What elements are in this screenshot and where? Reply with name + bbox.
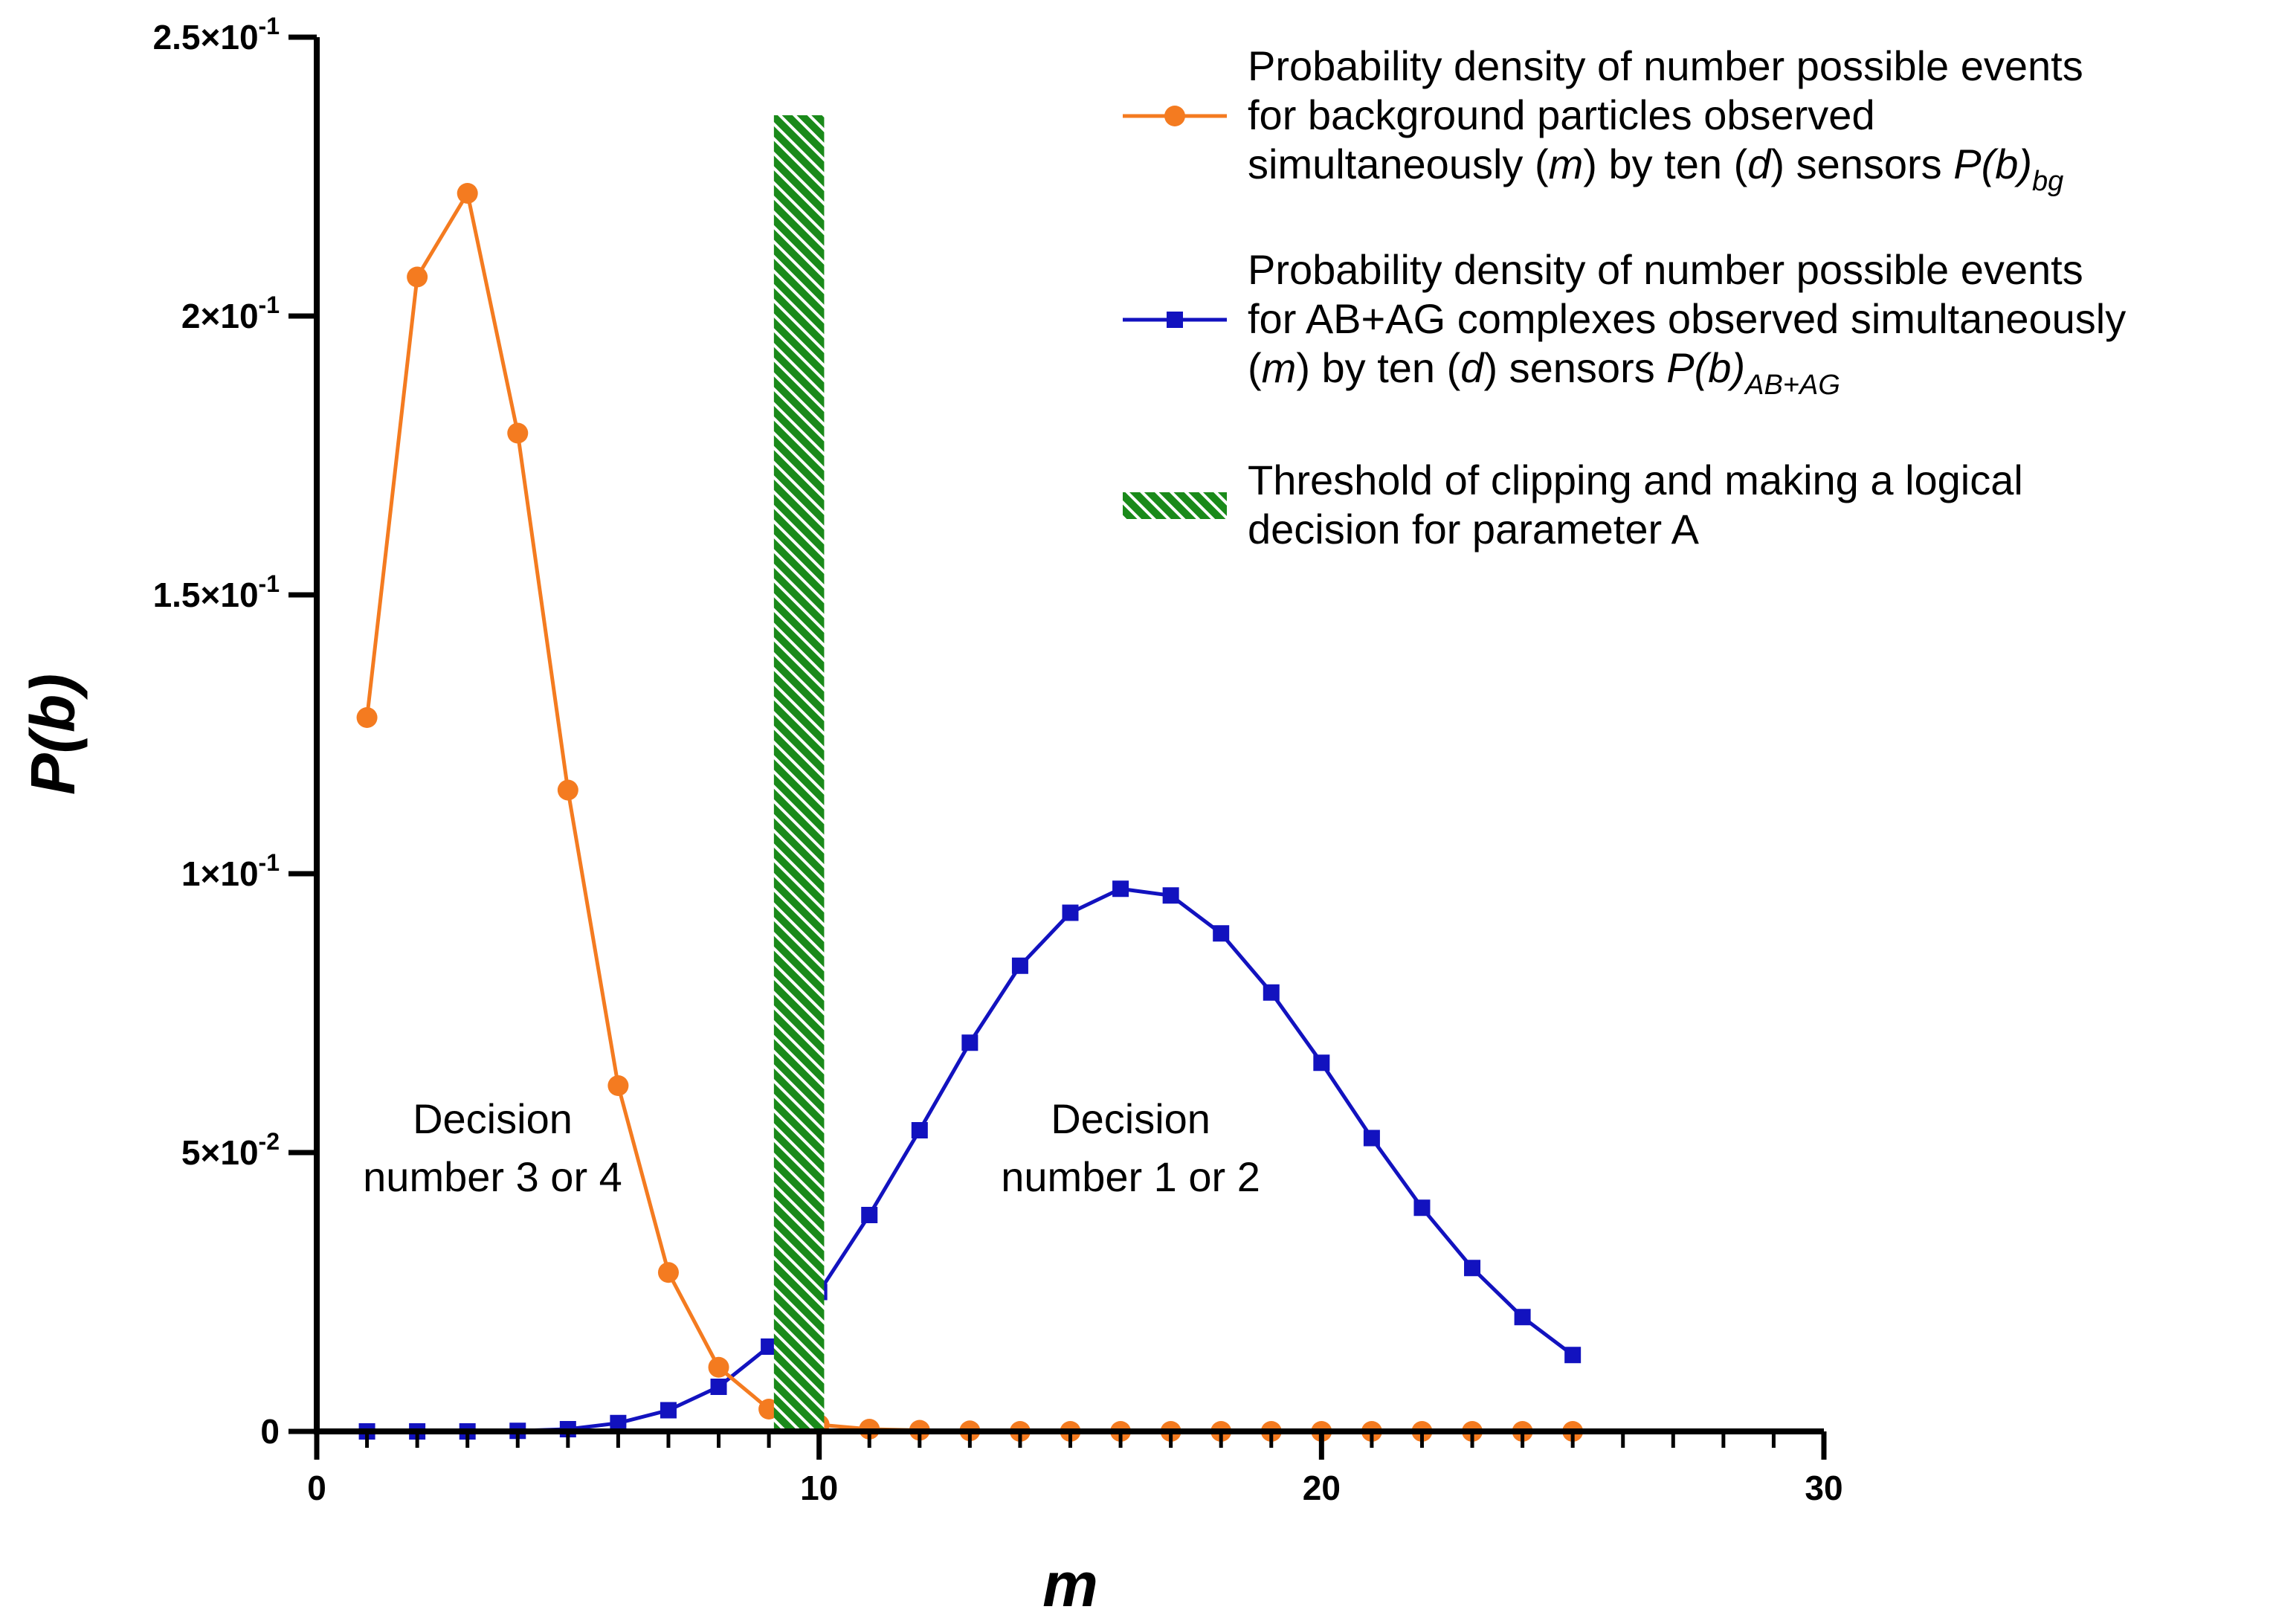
data-point-abag [1413,1199,1431,1217]
legend-text-span: ( [1248,344,1262,391]
decision-annotation: Decision number 3 or 4 [363,1095,622,1200]
data-point-bg [507,422,529,444]
data-point-abag [710,1379,727,1395]
series-abag [358,880,1582,1440]
legend-text-span: m [1262,344,1297,391]
x-tick-label: 30 [1805,1469,1842,1507]
legend-text-span: ) sensors [1770,141,1953,187]
legend-swatch-marker-bg [1164,106,1185,126]
y-tick-label-base: 1×10 [181,854,259,893]
y-tick-label-exponent: -1 [259,13,280,39]
data-point-bg [407,266,428,288]
data-point-abag [1213,925,1230,942]
data-point-abag [911,1122,928,1138]
legend-text-line: (m) by ten (d) sensors P(b)AB+AG [1248,344,1840,401]
data-point-abag [761,1338,778,1355]
legend-swatch-marker-abag [1167,312,1183,328]
data-point-abag [1011,957,1028,974]
x-tick-label: 10 [800,1469,838,1507]
legend-swatch-threshold [1123,492,1227,519]
legend-text-span: decision for parameter A [1248,506,1700,552]
data-point-bg [356,707,378,728]
data-point-abag [1162,887,1179,904]
y-tick-label: 1.5×10-1 [153,570,280,614]
legend-text-span: for AB+AG complexes observed simultaneou… [1248,295,2126,342]
y-tick-label: 1×10-1 [181,849,280,893]
y-tick-label-base: 2×10 [181,297,259,335]
legend-text-span: ) sensors [1483,344,1666,391]
data-point-bg [607,1075,629,1096]
decision-annotation: Decision number 1 or 2 [1001,1095,1260,1200]
legend-subscript: AB+AG [1744,370,1840,401]
y-tick-label-exponent: -2 [259,1128,280,1155]
legend-text-span: d [1460,344,1485,391]
legend-text-span: m [1549,141,1584,187]
data-point-abag [961,1034,978,1051]
data-point-abag [1514,1309,1531,1326]
legend-text-span: Threshold of clipping and making a logic… [1248,457,2023,503]
legend-entry-abag: Probability density of number possible e… [1123,246,2126,401]
legend-text-line: for AB+AG complexes observed simultaneou… [1248,295,2126,342]
legend-text-span: d [1747,141,1772,187]
data-point-abag [1564,1347,1582,1364]
legend-text-span: P(b) [1666,344,1745,391]
y-tick-label-exponent: -1 [259,570,280,597]
y-tick-label-base: 1.5×10 [153,576,259,614]
data-point-abag [1363,1130,1380,1147]
y-tick-label: 0 [260,1412,280,1451]
decision-annotation-line: number 3 or 4 [363,1153,622,1200]
x-tick-label: 20 [1303,1469,1341,1507]
legend-text-span: ) by ten ( [1583,141,1747,187]
legend-text-span: for background particles observed [1248,91,1875,138]
legend-text-line: decision for parameter A [1248,506,1700,552]
data-point-abag [1263,984,1280,1001]
y-tick-label-exponent: -1 [259,849,280,876]
data-point-bg [657,1262,679,1283]
data-point-abag [1112,880,1129,898]
legend-text-line: Probability density of number possible e… [1248,246,2083,293]
legend-text-span: Probability density of number possible e… [1248,246,2083,293]
axes: 0 10 20 3005×10-21×10-11.5×10-12×10-12.5×10… [18,13,1843,1620]
legend-subscript: bg [2032,166,2063,197]
x-axis-title: m [1042,1550,1098,1620]
legend-entry-bg: Probability density of number possible e… [1123,42,2083,197]
y-tick-label-base: 5×10 [181,1133,259,1172]
y-tick-label: 2.5×10-1 [153,13,280,57]
legend-text-span: P(b) [1953,141,2032,187]
y-tick-label-exponent: -1 [259,291,280,318]
legend-text-span: Probability density of number possible e… [1248,42,2083,89]
data-point-bg [557,779,578,801]
y-tick-label: 5×10-2 [181,1128,280,1172]
decision-annotation-line: Decision [413,1095,573,1142]
data-point-abag [861,1207,878,1223]
x-tick-label: 0 [307,1469,326,1507]
legend: Probability density of number possible e… [1123,42,2126,552]
legend-text-span: simultaneously ( [1248,141,1549,187]
legend-text-line: simultaneously (m) by ten (d) sensors P(… [1248,141,2063,197]
data-point-bg [457,183,478,204]
legend-text-line: Threshold of clipping and making a logic… [1248,457,2023,503]
legend-text-span: ) by ten ( [1296,344,1460,391]
data-point-abag [1313,1054,1330,1072]
data-point-abag [1062,904,1079,921]
legend-entry-threshold: Threshold of clipping and making a logic… [1123,457,2023,552]
annotations: Decision number 3 or 4 Decision number 1 or… [363,1095,1260,1200]
threshold-bar [773,115,825,1431]
decision-annotation-line: Decision [1051,1095,1210,1142]
legend-text-line: Probability density of number possible e… [1248,42,2083,89]
legend-text-line: for background particles observed [1248,91,1875,138]
data-point-abag [660,1402,677,1419]
data-point-bg [708,1356,729,1378]
y-axis-title: P(b) [18,674,88,795]
data-point-abag [610,1414,627,1431]
y-tick-label-base: 2.5×10 [153,18,259,57]
y-tick-label: 2×10-1 [181,291,280,335]
decision-annotation-line: number 1 or 2 [1001,1153,1260,1200]
plot-area [356,115,1584,1442]
data-point-abag [1464,1260,1481,1277]
